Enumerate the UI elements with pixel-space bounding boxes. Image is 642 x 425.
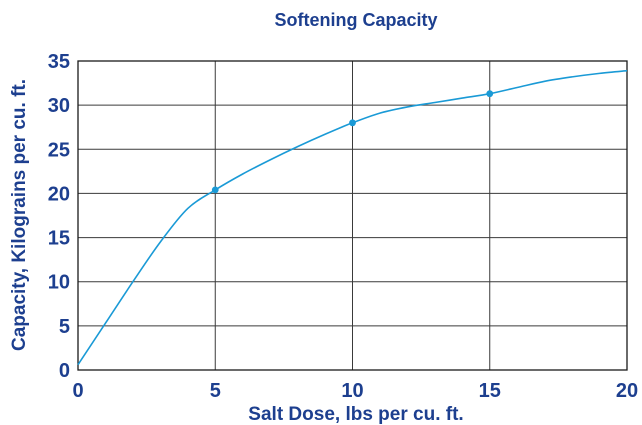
y-tick-label: 10 [48, 272, 70, 294]
chart-title: Softening Capacity [274, 10, 437, 30]
y-tick-labels: 0 5 10 15 20 25 30 35 [48, 51, 70, 382]
y-axis-label: Capacity, Kilograins per cu. ft. [9, 79, 30, 351]
y-tick-label: 20 [48, 183, 70, 205]
markers-layer [211, 90, 494, 194]
x-tick-label: 15 [479, 380, 501, 402]
grid [78, 61, 627, 370]
x-tick-label: 20 [616, 380, 638, 402]
y-tick-label: 30 [48, 95, 70, 117]
data-point-marker [486, 90, 494, 98]
y-tick-label: 35 [48, 51, 70, 73]
x-axis-label: Salt Dose, lbs per cu. ft. [248, 404, 463, 425]
x-tick-labels: 0 5 10 15 20 [72, 380, 638, 402]
data-point-marker [349, 119, 356, 127]
data-point-marker [211, 186, 219, 194]
y-tick-label: 0 [59, 360, 70, 382]
x-tick-label: 10 [341, 380, 363, 402]
x-tick-label: 5 [210, 380, 221, 402]
y-tick-label: 5 [59, 316, 70, 338]
y-tick-label: 25 [48, 139, 70, 161]
plot-frame [77, 60, 628, 371]
y-tick-label: 15 [48, 228, 70, 250]
x-tick-label: 0 [72, 380, 83, 402]
